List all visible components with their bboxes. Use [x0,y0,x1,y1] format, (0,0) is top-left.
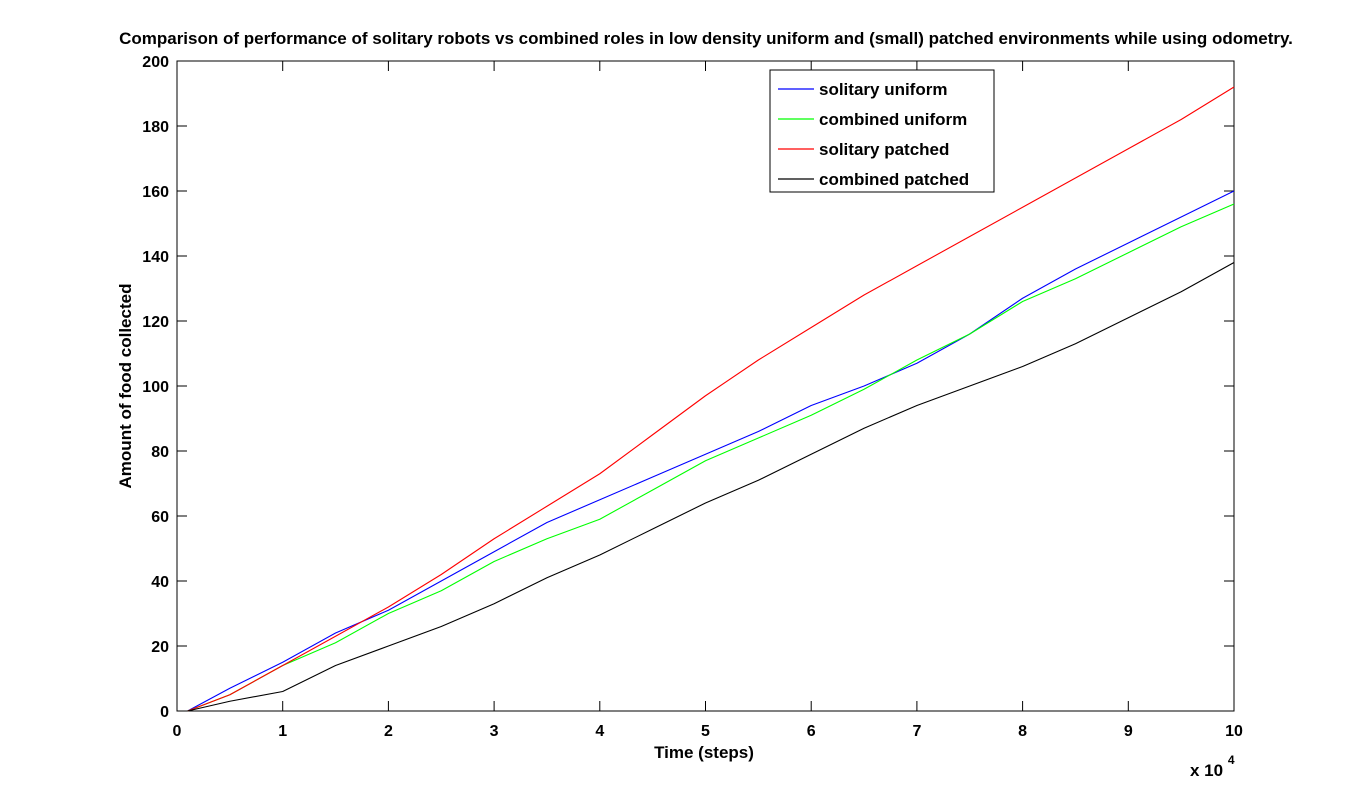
x-tick-label: 1 [278,723,287,740]
x-tick-label: 10 [1225,723,1243,740]
x-tick-label: 6 [807,723,816,740]
x-tick-label: 3 [490,723,499,740]
x-tick-label: 2 [384,723,393,740]
y-tick-label: 180 [142,119,169,136]
y-tick-label: 80 [151,444,169,461]
series-group [187,86,1235,712]
series-line-combined-patched [187,262,1235,712]
y-tick-label: 100 [142,379,169,396]
legend-label: solitary patched [819,140,949,159]
x-tick-label: 5 [701,723,710,740]
x-axis-multiplier-base: x 10 [1190,761,1223,780]
chart-title: Comparison of performance of solitary ro… [119,29,1293,48]
y-tick-label: 60 [151,509,169,526]
x-tick-label: 8 [1018,723,1027,740]
x-axis-multiplier: x 10 4 [1190,753,1235,780]
x-axis-label: Time (steps) [654,743,754,762]
legend-label: solitary uniform [819,80,947,99]
y-tick-label: 200 [142,54,169,71]
y-tick-label: 140 [142,249,169,266]
x-axis-multiplier-exponent: 4 [1228,753,1235,767]
x-axis-ticks: 0 1 2 3 4 5 6 7 8 9 10 [173,61,1243,740]
series-line-solitary-uniform [187,190,1235,712]
y-tick-label: 20 [151,639,169,656]
y-tick-label: 120 [142,314,169,331]
legend-box [769,69,995,193]
y-tick-label: 160 [142,184,169,201]
x-tick-label: 7 [912,723,921,740]
legend-items: solitary uniform combined uniform solitary… [778,80,969,189]
x-tick-label: 4 [595,723,604,740]
plot-box [176,60,1235,712]
y-tick-label: 0 [160,704,169,721]
plot-area: 0 1 2 3 4 5 6 7 8 9 10 0 20 40 60 80 100 120 140 160 180 200 [142,54,1243,740]
legend: solitary uniform combined uniform solitary… [769,69,995,193]
series-line-combined-uniform [187,203,1235,712]
series-line-solitary-patched [187,86,1235,712]
legend-label: combined patched [819,170,969,189]
y-tick-label: 40 [151,574,169,591]
y-axis-label: Amount of food collected [116,284,135,489]
x-tick-label: 0 [173,723,182,740]
legend-label: combined uniform [819,110,967,129]
y-axis-ticks: 0 20 40 60 80 100 120 140 160 180 200 [142,54,1234,721]
x-tick-label: 9 [1124,723,1133,740]
